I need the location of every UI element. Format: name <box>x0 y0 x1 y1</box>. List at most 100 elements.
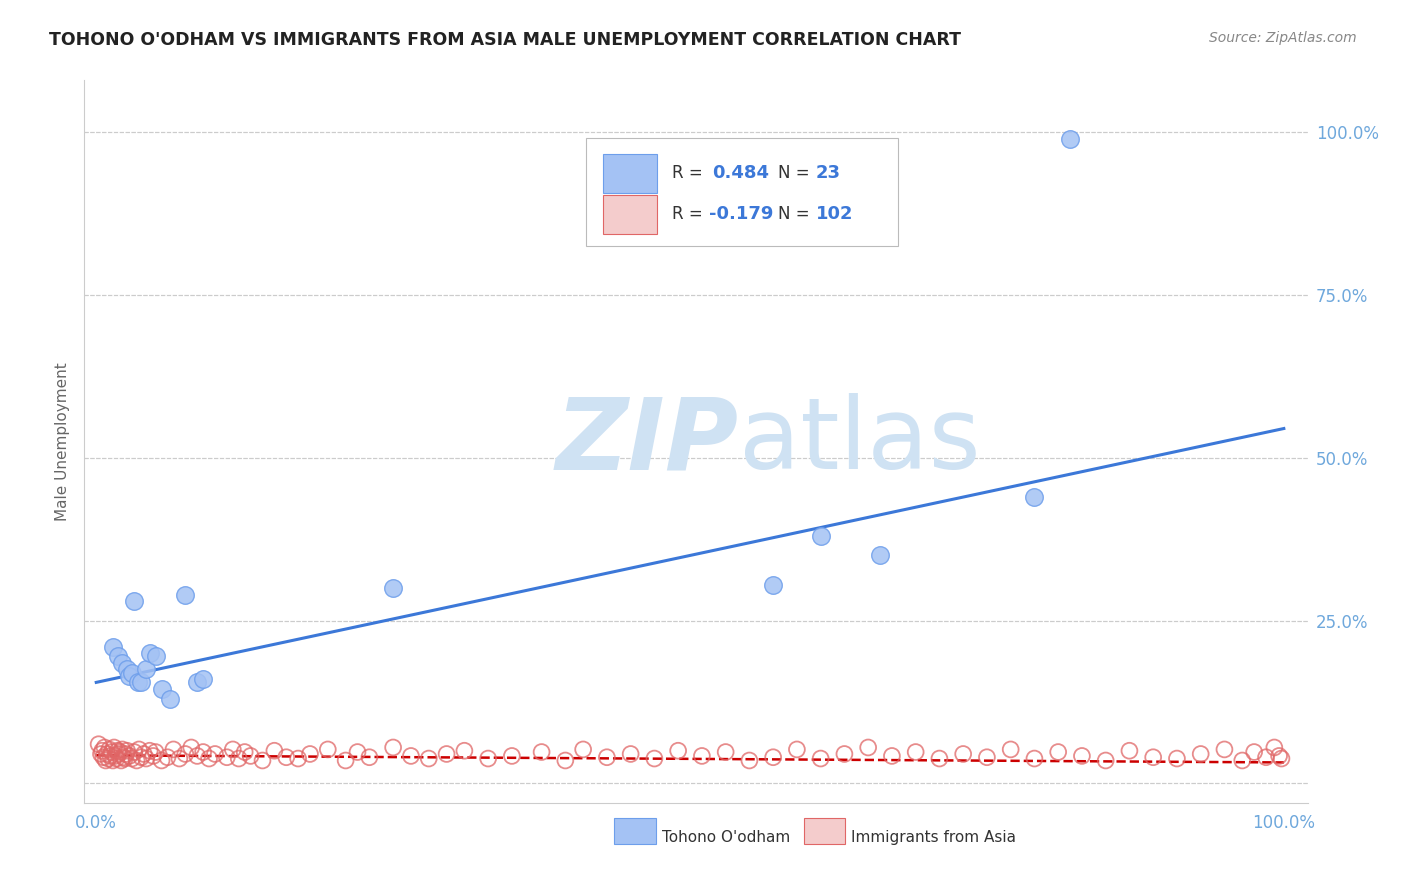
Point <box>115 747 138 761</box>
Point <box>128 742 150 756</box>
Text: ZIP: ZIP <box>555 393 738 490</box>
Point <box>93 740 115 755</box>
Point <box>118 748 141 763</box>
Point <box>786 742 808 756</box>
Point <box>714 745 737 759</box>
Point <box>880 748 903 763</box>
Text: Source: ZipAtlas.com: Source: ZipAtlas.com <box>1209 31 1357 45</box>
Point <box>276 750 298 764</box>
Point <box>335 754 357 768</box>
Point <box>122 745 145 759</box>
Point <box>1024 490 1046 504</box>
Point <box>436 747 458 761</box>
Point <box>239 748 262 763</box>
Point <box>138 744 160 758</box>
Point <box>418 751 440 765</box>
Point <box>118 669 141 683</box>
Point <box>233 745 256 759</box>
Point <box>1142 750 1164 764</box>
Point <box>101 640 124 654</box>
Text: N =: N = <box>778 205 815 223</box>
Point <box>643 751 665 765</box>
Point <box>93 750 115 764</box>
Point <box>132 747 155 761</box>
Point <box>856 740 879 755</box>
FancyBboxPatch shape <box>586 138 898 246</box>
Text: R =: R = <box>672 164 707 182</box>
Point <box>115 744 138 758</box>
Point <box>453 744 475 758</box>
Point <box>738 754 761 768</box>
Point <box>107 747 129 761</box>
Text: TOHONO O'ODHAM VS IMMIGRANTS FROM ASIA MALE UNEMPLOYMENT CORRELATION CHART: TOHONO O'ODHAM VS IMMIGRANTS FROM ASIA M… <box>49 31 962 49</box>
Point <box>1059 132 1081 146</box>
Text: 23: 23 <box>815 164 841 182</box>
Point <box>382 740 405 755</box>
Point <box>111 742 134 756</box>
Point <box>810 751 832 765</box>
Point <box>1047 745 1070 759</box>
Point <box>169 751 191 765</box>
Point <box>1024 751 1046 765</box>
Point <box>90 747 112 761</box>
Point <box>572 742 595 756</box>
Point <box>107 744 129 758</box>
Point <box>156 750 179 764</box>
Point <box>762 578 785 592</box>
Point <box>666 744 689 758</box>
Point <box>186 675 208 690</box>
Point <box>215 750 238 764</box>
Point <box>1189 747 1212 761</box>
Point <box>359 750 381 764</box>
Point <box>121 665 143 680</box>
Point <box>103 740 125 755</box>
Point <box>762 750 785 764</box>
Point <box>100 745 122 759</box>
Point <box>115 662 138 676</box>
Point <box>150 681 173 696</box>
Point <box>399 748 422 763</box>
Text: R =: R = <box>672 205 707 223</box>
Point <box>596 750 619 764</box>
Point <box>121 751 143 765</box>
Point <box>1243 745 1265 759</box>
Point <box>150 754 173 768</box>
Point <box>104 748 127 763</box>
Point <box>101 754 124 768</box>
Point <box>477 751 499 765</box>
Point <box>1232 754 1254 768</box>
FancyBboxPatch shape <box>804 818 845 844</box>
Point <box>287 751 309 765</box>
Point <box>1118 744 1140 758</box>
Point <box>174 747 197 761</box>
Point <box>142 748 165 763</box>
Text: atlas: atlas <box>738 393 980 490</box>
Point <box>122 594 145 608</box>
Point <box>1268 748 1291 763</box>
FancyBboxPatch shape <box>603 154 657 193</box>
Point <box>1213 742 1236 756</box>
Point <box>145 649 167 664</box>
Point <box>976 750 998 764</box>
Point <box>174 587 197 601</box>
Point <box>91 744 114 758</box>
Point <box>108 745 131 759</box>
Point <box>105 751 128 765</box>
Point <box>191 745 214 759</box>
Point <box>97 751 120 765</box>
Point <box>1000 742 1022 756</box>
Point <box>530 745 553 759</box>
Point <box>834 747 856 761</box>
Point <box>554 754 576 768</box>
Text: Tohono O'odham: Tohono O'odham <box>662 830 790 845</box>
Point <box>1270 751 1292 765</box>
Point <box>690 748 713 763</box>
Text: N =: N = <box>778 164 815 182</box>
Point <box>198 751 221 765</box>
Text: 102: 102 <box>815 205 853 223</box>
Y-axis label: Male Unemployment: Male Unemployment <box>55 362 70 521</box>
Point <box>869 549 891 563</box>
Point <box>1263 740 1285 755</box>
Point <box>501 748 523 763</box>
Point <box>127 675 149 690</box>
